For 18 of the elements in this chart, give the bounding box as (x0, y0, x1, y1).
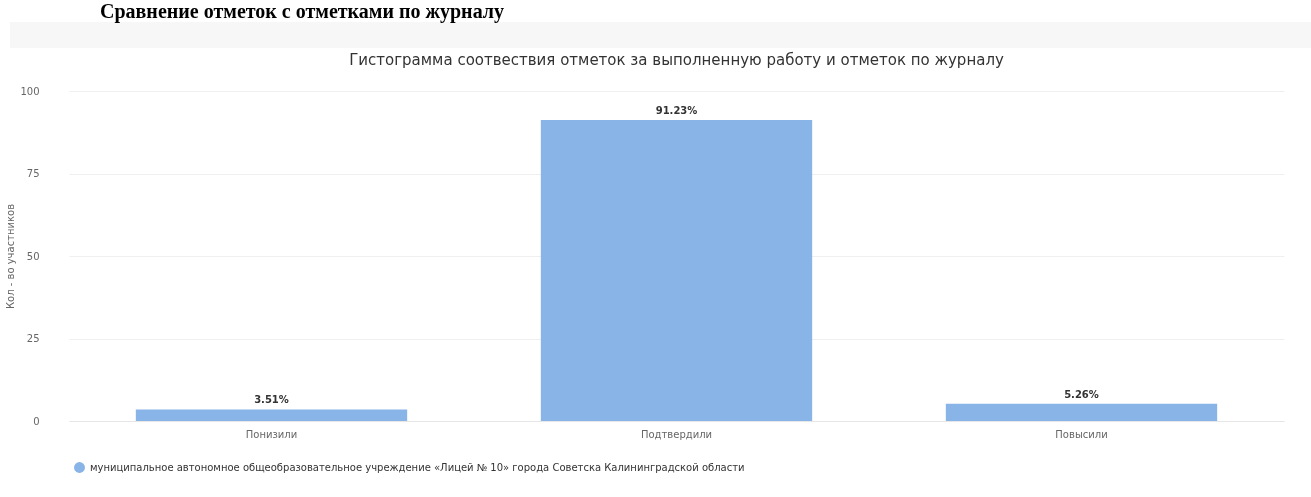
y-tick-label: 50 (26, 250, 40, 262)
y-tick-label: 25 (26, 333, 40, 344)
data-label: 3.51% (254, 394, 289, 406)
bar (540, 119, 813, 421)
x-tick-label: Подтвердили (640, 428, 713, 440)
bar (945, 403, 1218, 421)
y-tick-label: 0 (33, 415, 40, 427)
legend-label: муниципальное автономное общеобразовательное учреждение «Лицей № 10» города Советска Калининградской области (90, 461, 745, 473)
x-tick-label: Понизили (245, 428, 298, 440)
y-tick-label: 75 (26, 168, 40, 179)
y-axis-title: Кол - во участников (5, 203, 17, 310)
bar (135, 409, 408, 421)
y-tick-label: 100 (20, 85, 40, 97)
data-label: 5.26% (1064, 388, 1099, 400)
x-tick-label: Повысили (1055, 428, 1108, 440)
chart-subtitle: Гистограмма соотвествия отметок за выполненную работу и отметок по журналу (349, 51, 1004, 69)
data-label: 91.23% (655, 104, 698, 116)
chart-title: Сравнение отметок с отметками по журналу (99, 0, 506, 22)
